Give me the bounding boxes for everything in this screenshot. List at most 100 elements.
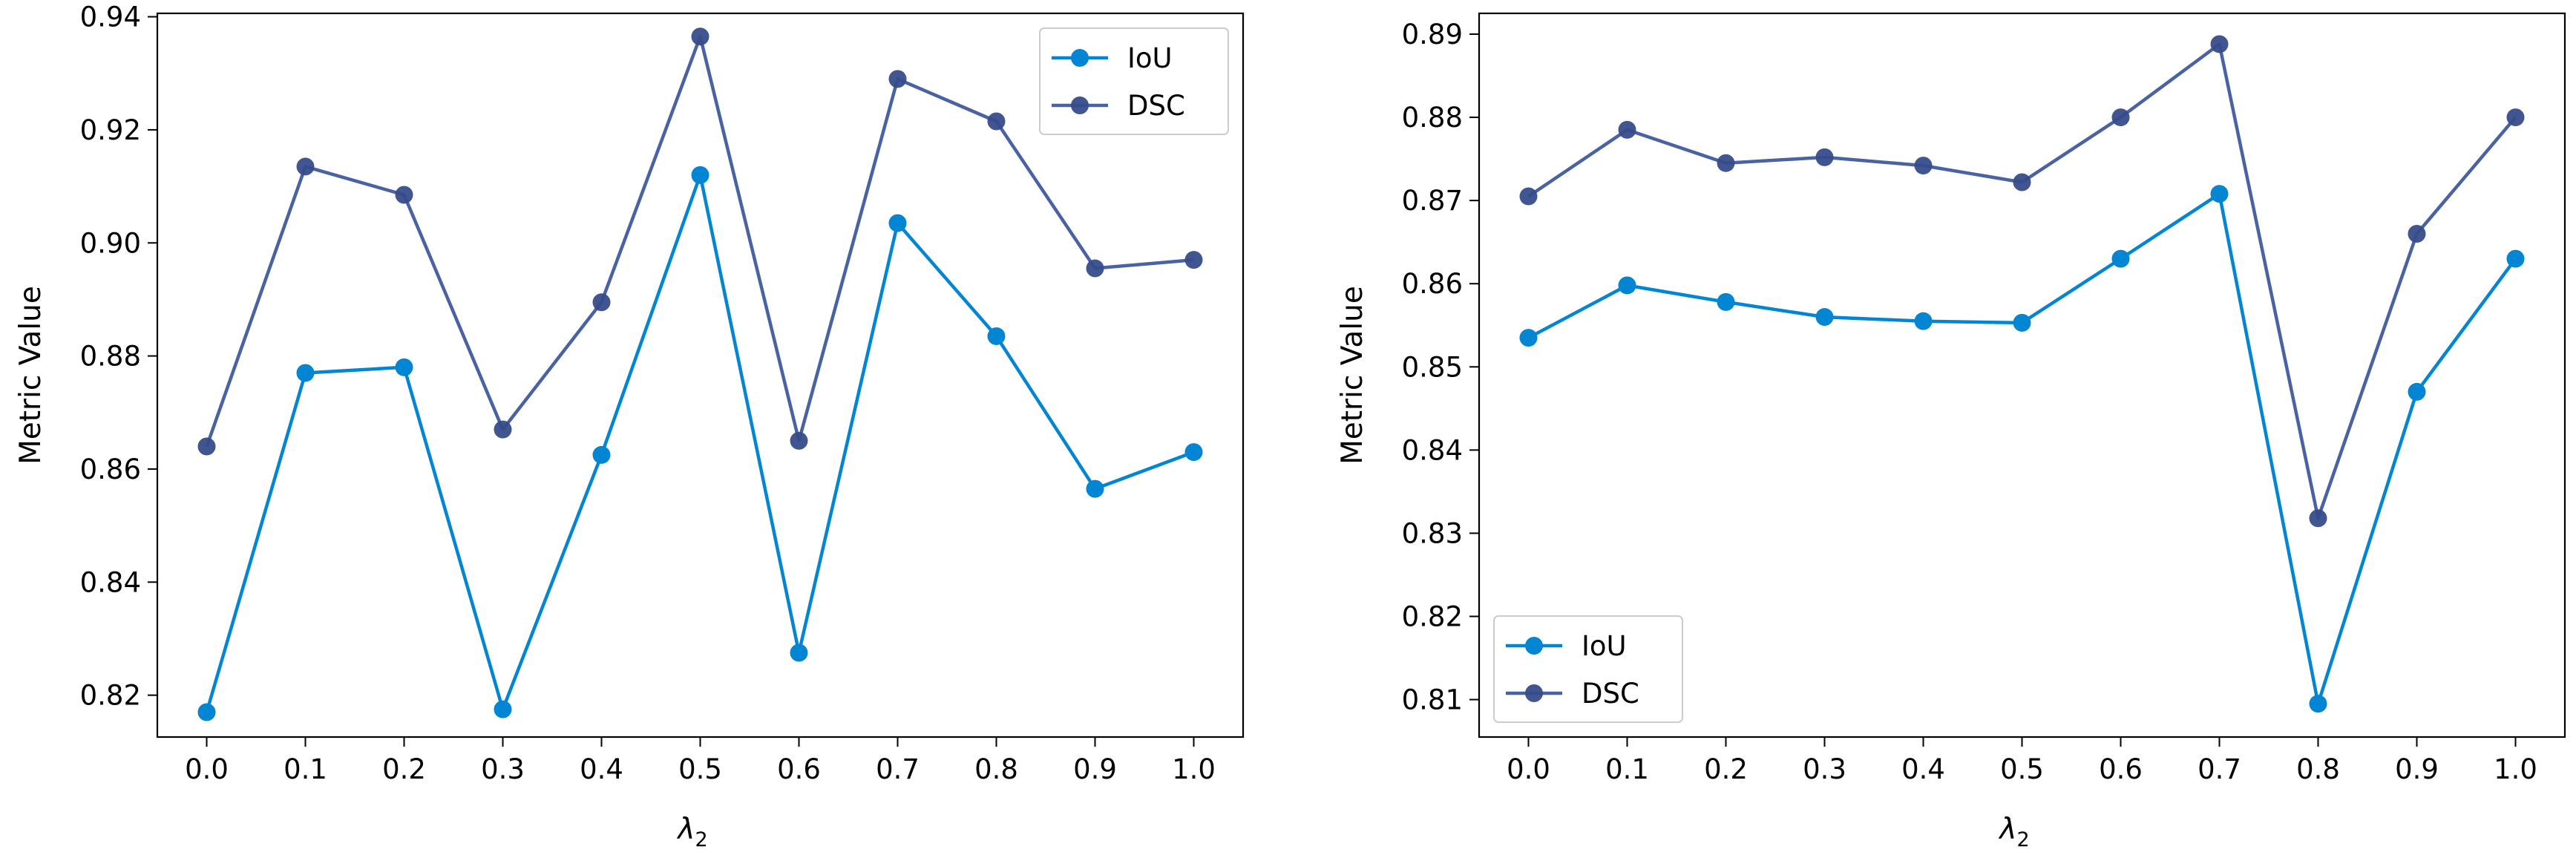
right-dsc-point [2309,509,2327,528]
right-dsc-point [1519,187,1538,206]
right-x-axis-label-symbol: λ [1998,813,2016,846]
chart-right: 0.0 0.1 0.2 0.3 0.4 0.5 0.6 0.7 0.8 0.9 1.0 0.81 0.8… [1336,12,2566,851]
left-x-tick-label: 0.5 [678,753,722,785]
right-iou-point [1519,329,1538,347]
right-y-tick-label: 0.88 [1402,102,1463,134]
left-y-axis-label: Metric Value [14,286,47,465]
right-x-axis-label: λ2 [1998,813,2029,851]
right-dsc-point [2013,173,2031,191]
left-legend-dsc-marker [1071,96,1089,114]
left-iou-point [790,644,808,662]
right-x-tick-label: 0.7 [2198,753,2241,785]
right-x-axis-label-subscript: 2 [2016,828,2029,851]
right-y-tick-label: 0.87 [1402,185,1463,217]
left-dsc-point [888,70,907,88]
left-x-tick-label: 0.6 [777,753,821,785]
left-y-tick-label: 0.88 [80,341,141,373]
left-x-tick-label: 0.4 [580,753,623,785]
left-iou-point [592,445,611,464]
left-dsc-point [494,420,512,439]
right-x-tick-label: 0.2 [1704,753,1748,785]
right-iou-point [2309,695,2327,713]
right-iou-point [2506,249,2525,268]
left-dsc-point [395,186,413,204]
right-x-tick-label: 0.6 [2099,753,2143,785]
left-dsc-point [987,112,1006,131]
left-x-tick-label: 0.8 [974,753,1018,785]
right-x-tick-label: 0.4 [1901,753,1945,785]
right-dsc-point [1815,148,1834,166]
right-legend-iou-label: IoU [1582,630,1627,662]
right-dsc-point [1914,157,1933,175]
right-iou-point [1618,276,1636,295]
right-y-tick-label: 0.81 [1402,684,1463,716]
right-iou-point [1815,308,1834,327]
left-y-tick-label: 0.84 [80,566,141,598]
left-x-axis-label: λ2 [676,813,707,851]
right-dsc-point [1717,154,1735,172]
right-x-tick-label: 0.0 [1507,753,1550,785]
right-iou-point [2408,382,2426,401]
left-x-tick-label: 0.3 [481,753,525,785]
left-iou-point [888,214,907,232]
left-y-tick-label: 0.94 [80,1,141,33]
left-iou-point [1184,443,1203,462]
right-iou-point [1914,312,1933,330]
left-iou-point [197,703,216,721]
left-dsc-point [296,157,315,176]
right-y-tick-label: 0.85 [1402,351,1463,383]
right-dsc-point [1618,120,1636,139]
left-iou-point [987,327,1006,345]
left-dsc-point [197,437,216,456]
left-x-tick-label: 0.9 [1073,753,1117,785]
right-y-tick-label: 0.83 [1402,517,1463,549]
right-y-axis-label: Metric Value [1336,286,1369,465]
left-y-tick-label: 0.82 [80,680,141,712]
right-y-tick-label: 0.82 [1402,601,1463,633]
left-iou-point [296,364,315,382]
right-y-tick-label: 0.86 [1402,268,1463,300]
left-dsc-point [790,431,808,450]
right-x-tick-label: 0.8 [2296,753,2340,785]
chart-left: 0.0 0.1 0.2 0.3 0.4 0.5 0.6 0.7 0.8 0.9 1.0 0.82 0.8… [14,1,1245,851]
right-x-tick-label: 0.3 [1803,753,1846,785]
left-x-tick-label: 0.0 [185,753,229,785]
right-x-tick-label: 1.0 [2494,753,2537,785]
right-legend-dsc-marker [1525,684,1543,702]
right-iou-point [2111,249,2130,268]
right-iou-point [1717,292,1735,311]
left-dsc-point [691,27,709,46]
left-legend-dsc-label: DSC [1127,90,1185,122]
left-x-axis-label-symbol: λ [676,813,695,846]
left-iou-point [1086,479,1104,498]
left-iou-point [691,166,709,184]
right-legend-iou-marker [1525,637,1543,655]
right-iou-point [2210,185,2229,203]
right-y-tick-label: 0.89 [1402,19,1463,50]
left-x-tick-label: 0.1 [284,753,327,785]
right-dsc-point [2408,224,2426,243]
right-dsc-point [2111,108,2130,127]
right-iou-point [2013,313,2031,332]
left-y-tick-label: 0.90 [80,227,141,259]
left-legend-iou-label: IoU [1127,42,1173,74]
right-dsc-point [2210,35,2229,53]
left-iou-point [395,358,413,376]
left-dsc-point [1184,251,1203,269]
right-x-tick-label: 0.1 [1605,753,1649,785]
left-x-tick-label: 1.0 [1172,753,1216,785]
left-y-tick-label: 0.86 [80,453,141,485]
left-legend-iou-marker [1071,49,1089,67]
left-dsc-point [592,293,611,312]
right-legend-dsc-label: DSC [1582,678,1639,710]
right-y-tick-label: 0.84 [1402,434,1463,466]
right-dsc-point [2506,108,2525,127]
left-dsc-point [1086,259,1104,278]
left-y-tick-label: 0.92 [80,114,141,146]
left-x-tick-label: 0.2 [382,753,426,785]
left-x-axis-label-subscript: 2 [695,828,707,851]
right-x-tick-label: 0.5 [2000,753,2044,785]
left-x-tick-label: 0.7 [876,753,920,785]
